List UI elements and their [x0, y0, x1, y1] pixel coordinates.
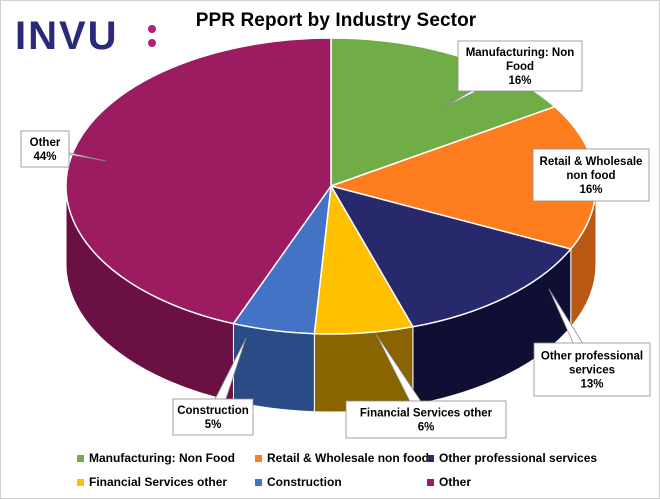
data-label-text: Construction [177, 405, 249, 417]
data-label-percent: 5% [205, 419, 222, 431]
data-label-text: Other [30, 137, 61, 149]
data-label-percent: 44% [33, 151, 56, 163]
data-label-text: non food [566, 170, 615, 182]
slice-other [65, 37, 332, 325]
data-label-text: Financial Services other [360, 408, 493, 420]
data-label-other: Other 44% [20, 130, 107, 168]
data-label-manufacturing-non-food: Manufacturing: Non Food 16% [440, 40, 583, 110]
data-label-percent: 6% [418, 422, 435, 434]
data-label-percent: 16% [579, 184, 602, 196]
data-label-text: Food [506, 61, 534, 73]
chart-title: PPR Report by Industry Sector [195, 10, 477, 31]
data-label-text: services [569, 365, 615, 377]
data-label-percent: 16% [508, 75, 531, 87]
invu-logo: INVU [15, 14, 156, 58]
data-label-other-professional-services: Other professional services 13% [533, 288, 651, 397]
data-label-retail-wholesale-non-food: Retail & Wholesale non food 16% [532, 148, 650, 202]
data-label-text: Retail & Wholesale [540, 156, 643, 168]
slice-side-construction [232, 322, 315, 413]
data-label-text: Other professional [541, 351, 643, 363]
data-label-text: Manufacturing: Non [466, 47, 575, 59]
slice-other-professional-services [329, 184, 573, 328]
data-label-construction: Construction 5% [172, 337, 254, 436]
data-label-financial-services-other: Financial Services other 6% [345, 333, 507, 439]
data-label-percent: 13% [580, 379, 603, 391]
svg-text:INVU: INVU [15, 14, 119, 58]
